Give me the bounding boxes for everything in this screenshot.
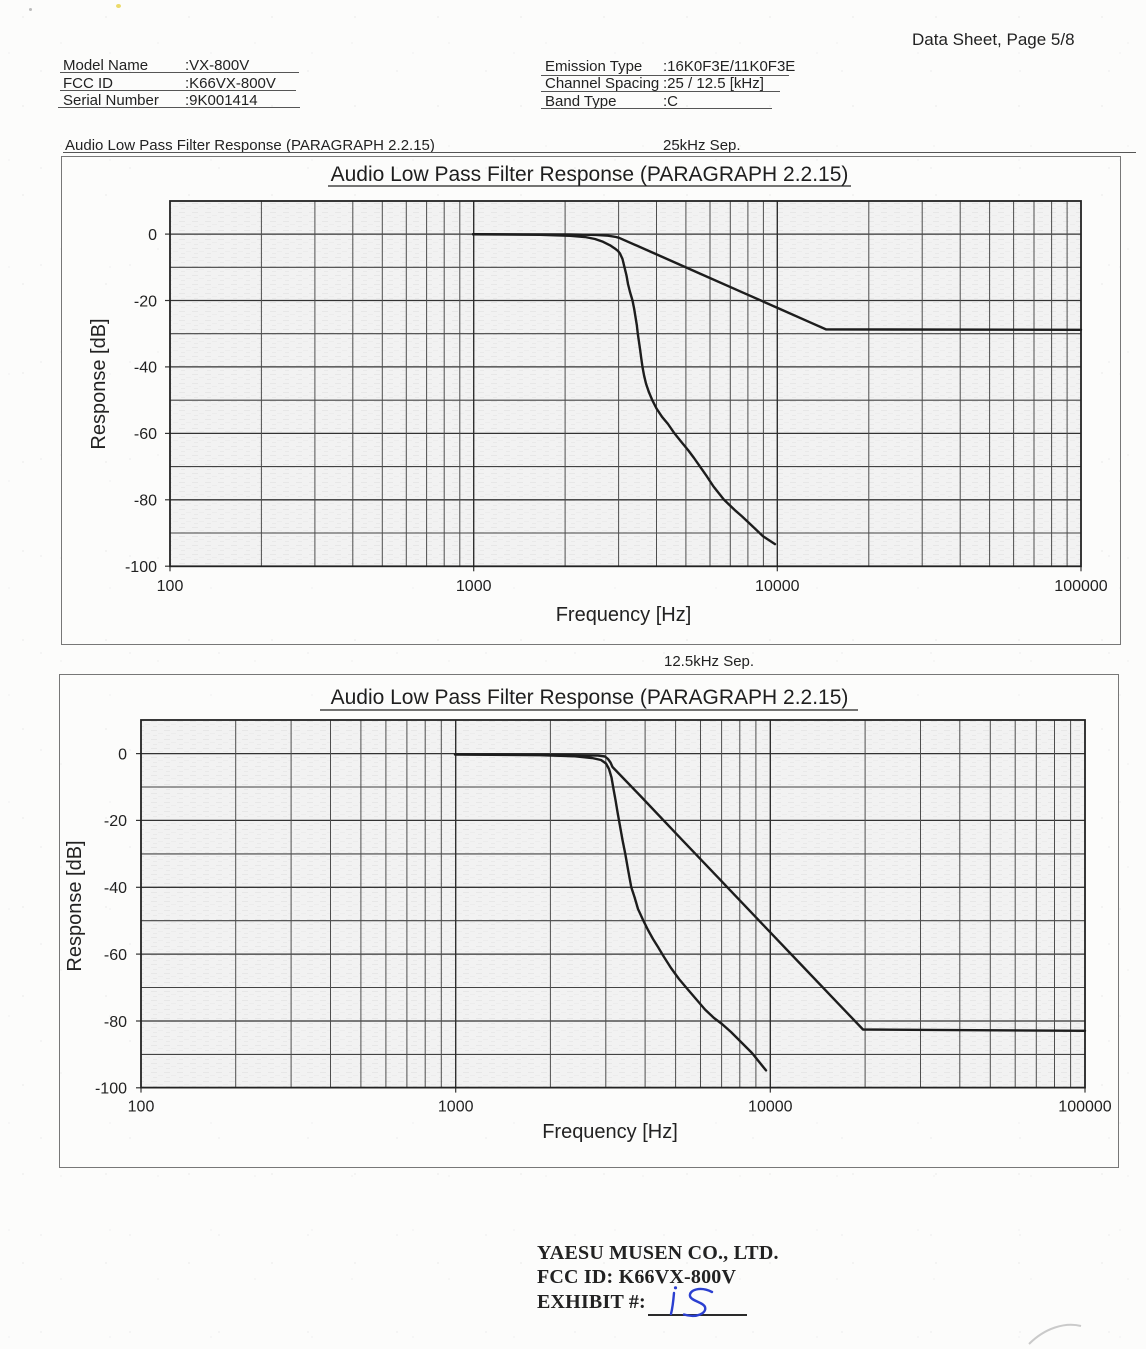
svg-text:-20: -20 — [104, 813, 127, 830]
svg-text:-40: -40 — [134, 360, 157, 377]
svg-text:Audio Low Pass Filter Response: Audio Low Pass Filter Response (PARAGRAP… — [331, 686, 849, 709]
svg-text:Response [dB]: Response [dB] — [64, 840, 86, 971]
svg-text:Audio Low Pass Filter Response: Audio Low Pass Filter Response (PARAGRAP… — [331, 163, 849, 186]
svg-text:Response [dB]: Response [dB] — [88, 318, 110, 449]
svg-text:1000: 1000 — [438, 1099, 474, 1116]
svg-text:100: 100 — [128, 1099, 155, 1116]
svg-text:-100: -100 — [125, 559, 157, 576]
svg-text:-60: -60 — [134, 426, 157, 443]
svg-text:-80: -80 — [134, 493, 157, 510]
svg-text:100000: 100000 — [1054, 578, 1107, 595]
svg-text:Frequency [Hz]: Frequency [Hz] — [542, 1121, 678, 1143]
svg-text:0: 0 — [148, 227, 157, 244]
svg-text:10000: 10000 — [748, 1099, 793, 1116]
svg-text:-80: -80 — [104, 1014, 127, 1031]
svg-text:0: 0 — [118, 746, 127, 763]
svg-text:10000: 10000 — [755, 578, 800, 595]
svg-text:100: 100 — [157, 578, 184, 595]
svg-text:100000: 100000 — [1058, 1099, 1111, 1116]
svg-text:-100: -100 — [95, 1081, 127, 1098]
svg-text:-40: -40 — [104, 880, 127, 897]
svg-text:-20: -20 — [134, 293, 157, 310]
svg-text:-60: -60 — [104, 947, 127, 964]
svg-text:Frequency [Hz]: Frequency [Hz] — [556, 604, 692, 626]
svg-text:1000: 1000 — [456, 578, 492, 595]
